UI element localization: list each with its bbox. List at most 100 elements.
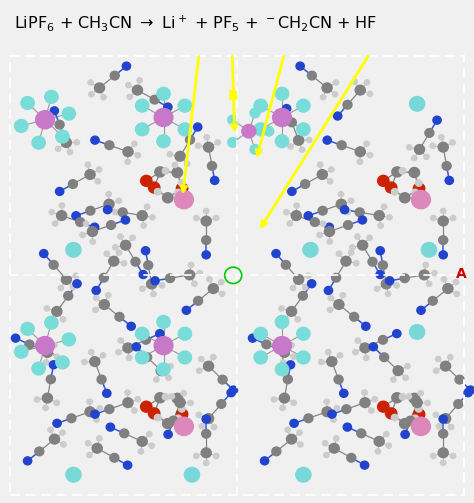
Circle shape	[306, 137, 312, 142]
Circle shape	[254, 123, 267, 136]
Circle shape	[411, 191, 430, 209]
Circle shape	[324, 399, 329, 404]
Circle shape	[199, 424, 205, 429]
Circle shape	[168, 364, 173, 369]
Circle shape	[66, 467, 81, 482]
Circle shape	[254, 327, 267, 340]
Circle shape	[178, 180, 185, 186]
Circle shape	[303, 242, 318, 257]
Circle shape	[174, 191, 193, 209]
Circle shape	[106, 423, 115, 431]
Circle shape	[248, 334, 257, 342]
Circle shape	[385, 277, 394, 285]
Circle shape	[399, 167, 406, 174]
Circle shape	[151, 291, 156, 296]
Circle shape	[453, 280, 459, 285]
Circle shape	[454, 291, 459, 296]
Circle shape	[409, 393, 419, 403]
Circle shape	[369, 343, 377, 351]
Circle shape	[193, 123, 202, 131]
Circle shape	[318, 162, 323, 167]
Circle shape	[116, 350, 121, 355]
Circle shape	[197, 271, 202, 276]
Circle shape	[145, 204, 150, 209]
Circle shape	[340, 389, 348, 397]
Circle shape	[447, 355, 453, 360]
Circle shape	[394, 283, 400, 288]
Circle shape	[132, 141, 137, 146]
Circle shape	[218, 375, 227, 384]
Circle shape	[329, 444, 339, 453]
Circle shape	[175, 415, 182, 422]
Circle shape	[279, 348, 290, 357]
Circle shape	[55, 146, 61, 151]
Circle shape	[184, 467, 200, 482]
Circle shape	[423, 263, 428, 268]
Circle shape	[357, 159, 363, 164]
Circle shape	[304, 212, 312, 220]
Circle shape	[401, 431, 409, 439]
Circle shape	[327, 357, 337, 366]
Circle shape	[442, 161, 451, 170]
Circle shape	[355, 147, 365, 156]
Circle shape	[116, 198, 121, 203]
Circle shape	[357, 429, 366, 438]
Circle shape	[464, 389, 472, 397]
Circle shape	[49, 434, 60, 444]
Circle shape	[49, 261, 58, 269]
Circle shape	[172, 393, 182, 403]
Circle shape	[162, 167, 169, 174]
Circle shape	[85, 162, 91, 167]
Circle shape	[105, 141, 114, 149]
Circle shape	[340, 206, 349, 214]
Circle shape	[333, 80, 338, 85]
Circle shape	[150, 215, 155, 220]
Circle shape	[166, 375, 171, 380]
Circle shape	[193, 296, 202, 305]
Circle shape	[123, 398, 133, 407]
Circle shape	[336, 199, 346, 209]
Circle shape	[85, 407, 95, 416]
Circle shape	[125, 390, 130, 395]
Circle shape	[385, 182, 397, 193]
Circle shape	[337, 251, 342, 257]
Circle shape	[454, 400, 463, 408]
Circle shape	[68, 180, 77, 189]
Circle shape	[392, 167, 402, 177]
Circle shape	[319, 359, 324, 365]
Circle shape	[424, 154, 429, 159]
Circle shape	[264, 126, 274, 136]
Circle shape	[72, 212, 80, 220]
Circle shape	[21, 97, 34, 110]
Circle shape	[118, 338, 124, 343]
Circle shape	[62, 107, 75, 120]
Circle shape	[378, 336, 387, 344]
Circle shape	[155, 329, 164, 338]
Circle shape	[293, 275, 304, 284]
Circle shape	[137, 77, 142, 83]
Circle shape	[440, 460, 446, 465]
Circle shape	[287, 221, 292, 226]
Circle shape	[228, 138, 238, 147]
Circle shape	[137, 437, 147, 446]
Circle shape	[103, 206, 112, 214]
Circle shape	[203, 142, 214, 152]
Circle shape	[348, 198, 354, 203]
Circle shape	[340, 293, 346, 298]
Circle shape	[307, 71, 316, 80]
Circle shape	[210, 177, 219, 185]
Circle shape	[61, 317, 66, 322]
Circle shape	[130, 235, 135, 240]
Circle shape	[364, 141, 369, 146]
Circle shape	[297, 351, 310, 364]
Circle shape	[362, 322, 370, 330]
Circle shape	[381, 279, 392, 289]
Circle shape	[203, 361, 214, 371]
Circle shape	[392, 393, 402, 403]
Circle shape	[203, 414, 214, 424]
Circle shape	[42, 348, 53, 357]
Circle shape	[382, 204, 387, 209]
Circle shape	[445, 177, 454, 185]
Circle shape	[228, 115, 238, 125]
Circle shape	[157, 363, 170, 376]
